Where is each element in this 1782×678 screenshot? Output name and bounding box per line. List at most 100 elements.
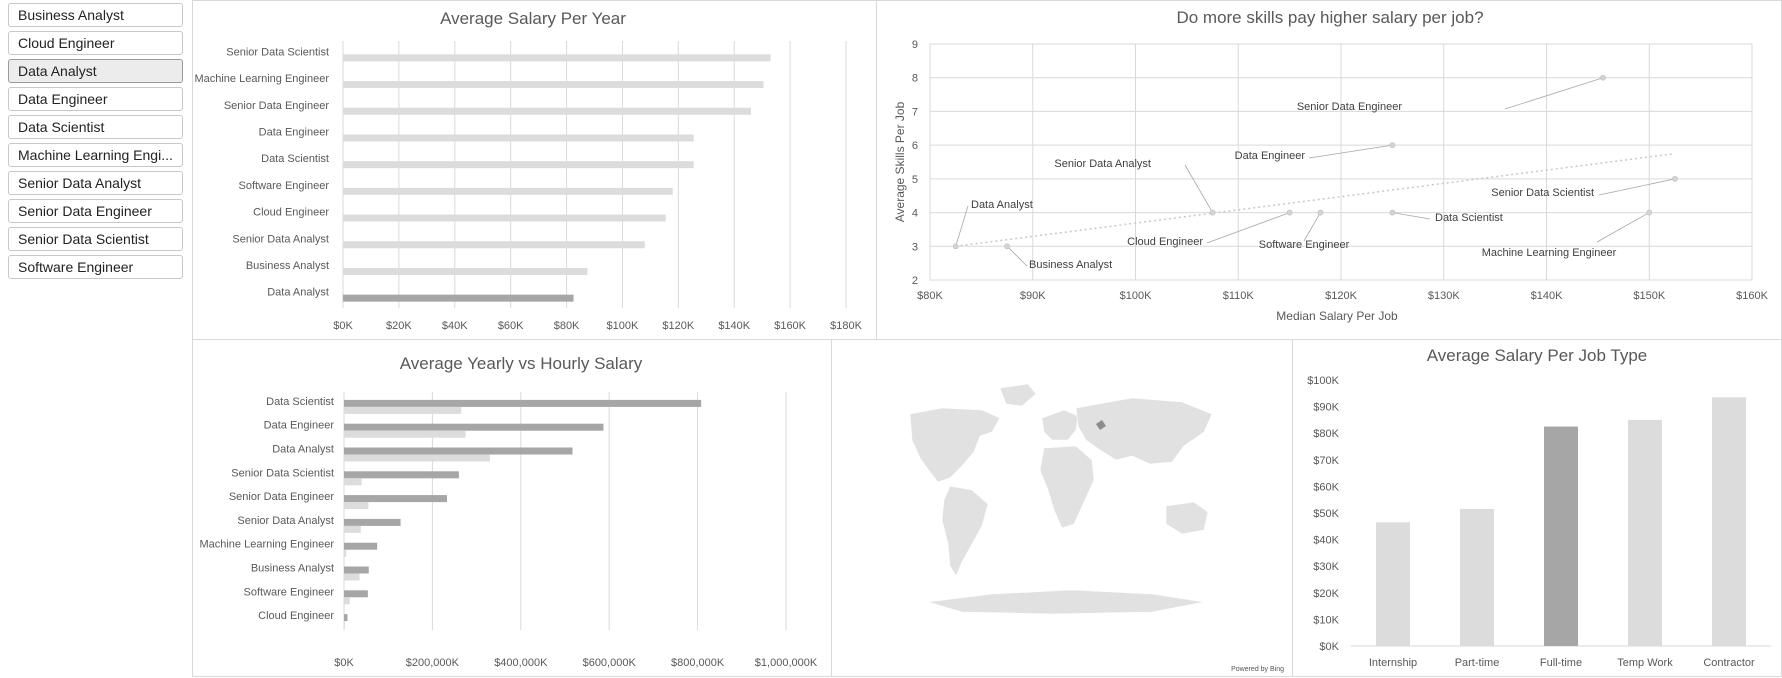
bar-temp-work — [1628, 419, 1662, 646]
leader-line — [955, 205, 969, 247]
salary-per-year-svg: Average Salary Per Year $0K $20K $40K $60K $8… — [194, 9, 862, 332]
bar-yearly-cloud-engineer — [344, 614, 348, 622]
x-tick-label: $600,000K — [583, 657, 637, 669]
bar-hourly-senior-data-scientist — [344, 478, 362, 486]
bar-business-analyst — [343, 267, 588, 275]
x-tick-label: $200,000K — [406, 657, 460, 669]
point-label-data-analyst: Data Analyst — [971, 199, 1033, 211]
bar-contractor — [1712, 397, 1746, 646]
category-label: Data Engineer — [259, 126, 330, 138]
category-label: Business Analyst — [246, 260, 329, 272]
x-tick-label: $140K — [1531, 290, 1563, 302]
chart-title: Average Yearly vs Hourly Salary — [400, 354, 643, 373]
bar-data-engineer — [343, 134, 694, 142]
bar-senior-data-engineer — [343, 107, 751, 115]
slicer-item-data-engineer[interactable]: Data Engineer — [8, 87, 183, 111]
slicer-item-cloud-engineer[interactable]: Cloud Engineer — [8, 31, 183, 55]
category-label: Senior Data Scientist — [226, 46, 329, 58]
x-tick-label: $100K — [1120, 290, 1152, 302]
y-tick-label: 6 — [912, 140, 918, 152]
slicer-item-senior-data-engineer[interactable]: Senior Data Engineer — [8, 199, 183, 223]
category-label: Data Scientist — [261, 153, 329, 165]
slicer-item-machine-learning-engi[interactable]: Machine Learning Engi... — [8, 143, 183, 167]
leader-line — [1184, 164, 1213, 213]
slicer-item-business-analyst[interactable]: Business Analyst — [8, 3, 183, 27]
bar-yearly-senior-data-scientist — [344, 471, 459, 479]
leader-line — [1006, 246, 1028, 267]
chart-title: Average Salary Per Job Type — [1427, 346, 1648, 365]
x-tick-label: $90K — [1020, 290, 1046, 302]
x-tick-label: $800,000K — [671, 657, 725, 669]
bar-yearly-software-engineer — [344, 590, 368, 598]
map-south-america — [941, 485, 989, 577]
category-label: Contractor — [1703, 657, 1755, 669]
y-tick-label: $10K — [1313, 614, 1339, 626]
bar-software-engineer — [343, 187, 673, 195]
x-tick-label: $160K — [1736, 290, 1768, 302]
category-label: Senior Data Analyst — [237, 515, 334, 527]
bar-hourly-data-scientist — [344, 406, 462, 414]
x-tick-label: $100K — [607, 320, 639, 332]
bar-hourly-cloud-engineer — [344, 621, 345, 629]
salary-per-year-chart: Average Salary Per Year $0K $20K $40K $60K $8… — [192, 0, 877, 340]
chart-title: Average Salary Per Year — [440, 9, 626, 28]
map-highlight-country — [1096, 420, 1106, 430]
leader-line — [1504, 77, 1604, 110]
bar-hourly-machine-learning-engineer — [344, 549, 347, 557]
category-label: Internship — [1369, 657, 1417, 669]
x-tick-label: $80K — [554, 320, 580, 332]
y-tick-label: 3 — [912, 241, 918, 253]
point-senior-data-scientist — [1672, 175, 1678, 182]
skills-vs-salary-chart: Do more skills pay higher salary per job… — [876, 0, 1782, 340]
bar-yearly-senior-data-analyst — [344, 518, 401, 526]
category-label: Software Engineer — [239, 180, 330, 192]
map-north-america — [909, 407, 1001, 483]
slicer-item-senior-data-scientist[interactable]: Senior Data Scientist — [8, 227, 183, 251]
category-label: Business Analyst — [251, 563, 334, 575]
y-tick-label: $90K — [1313, 402, 1339, 414]
slicer-item-senior-data-analyst[interactable]: Senior Data Analyst — [8, 171, 183, 195]
bar-hourly-data-analyst — [344, 454, 490, 462]
slicer-item-data-scientist[interactable]: Data Scientist — [8, 115, 183, 139]
x-axis-title: Median Salary Per Job — [1276, 309, 1398, 323]
x-tick-label: $120K — [1325, 290, 1357, 302]
slicer-item-data-analyst[interactable]: Data Analyst — [8, 59, 183, 83]
y-tick-label: $0K — [1319, 641, 1339, 653]
x-tick-label: $0K — [333, 320, 353, 332]
category-label: Senior Data Analyst — [232, 233, 329, 245]
category-label: Part-time — [1455, 657, 1500, 669]
y-tick-label: 2 — [912, 275, 918, 287]
yearly-vs-hourly-svg: Average Yearly vs Hourly Salary $0K $200,0… — [199, 354, 817, 669]
x-tick-label: $160K — [774, 320, 806, 332]
map-asia — [1075, 397, 1213, 465]
trendline — [955, 152, 1676, 248]
world-map-panel: Powered by Bing — [831, 339, 1293, 677]
y-tick-label: $50K — [1313, 508, 1339, 520]
y-tick-label: 9 — [912, 39, 918, 51]
bar-hourly-software-engineer — [344, 597, 350, 605]
point-data-analyst — [952, 243, 959, 250]
y-axis-title: Average Skills Per Job — [893, 101, 907, 222]
y-tick-label: 7 — [912, 106, 918, 118]
category-label: Data Analyst — [267, 287, 329, 299]
x-tick-label: $0K — [334, 657, 354, 669]
y-tick-label: $100K — [1307, 375, 1339, 387]
y-tick-label: $70K — [1313, 455, 1339, 467]
x-tick-label: $180K — [830, 320, 862, 332]
job-title-slicer: Business Analyst Cloud Engineer Data Analy… — [8, 3, 183, 283]
leader-line — [1392, 212, 1431, 220]
category-label: Full-time — [1540, 657, 1582, 669]
bar-hourly-senior-data-engineer — [344, 502, 369, 510]
leader-line — [1598, 178, 1676, 196]
y-tick-label: $40K — [1313, 535, 1339, 547]
bar-data-scientist — [343, 161, 694, 169]
x-tick-label: $140K — [718, 320, 750, 332]
y-tick-label: $80K — [1313, 428, 1339, 440]
slicer-item-software-engineer[interactable]: Software Engineer — [8, 255, 183, 279]
category-label: Machine Learning Engineer — [194, 73, 329, 85]
yearly-vs-hourly-chart: Average Yearly vs Hourly Salary $0K $200,0… — [192, 339, 832, 677]
bar-yearly-machine-learning-engineer — [344, 542, 378, 550]
category-label: Data Scientist — [266, 396, 334, 408]
y-tick-label: $20K — [1313, 588, 1339, 600]
point-label-cloud-engineer: Cloud Engineer — [1127, 236, 1203, 248]
